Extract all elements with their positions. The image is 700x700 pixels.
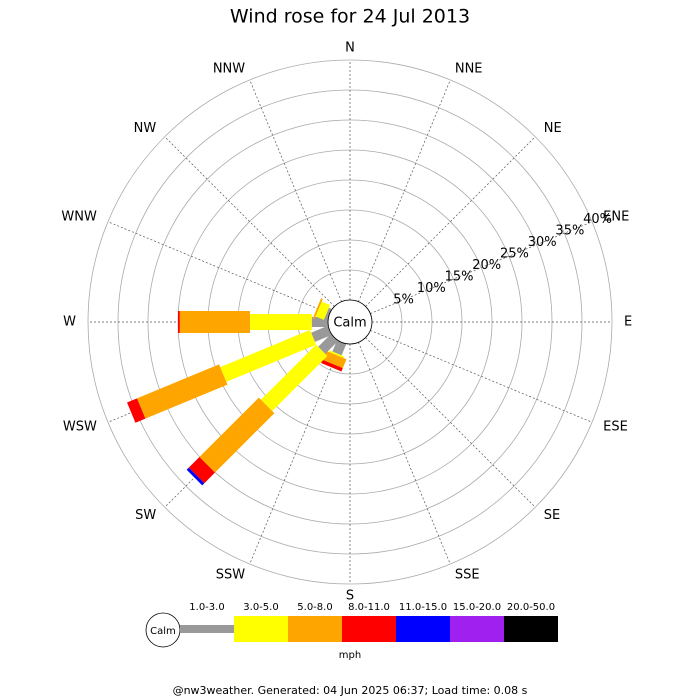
legend-swatch <box>396 616 450 642</box>
direction-label: W <box>63 315 76 330</box>
wind-bar <box>312 298 323 320</box>
wind-bar <box>127 398 146 423</box>
wind-bar <box>332 340 347 356</box>
ring-label: 30% <box>528 235 557 250</box>
direction-label: SSW <box>216 568 246 583</box>
legend-swatch <box>504 616 558 642</box>
legend-swatch <box>288 616 342 642</box>
direction-label: SE <box>544 508 560 523</box>
direction-label: WSW <box>63 419 97 434</box>
legend-label: 20.0-50.0 <box>507 602 555 613</box>
direction-label: NNE <box>455 61 483 76</box>
wind-bar <box>136 364 228 419</box>
wind-bar <box>311 325 332 342</box>
spoke <box>365 337 536 508</box>
wind-bar <box>199 397 275 473</box>
footer: @nw3weather. Generated: 04 Jun 2025 06:3… <box>173 684 528 697</box>
legend-swatch <box>180 625 234 633</box>
spoke <box>249 342 342 565</box>
legend-label: 5.0-8.0 <box>297 602 332 613</box>
wind-bar <box>318 334 338 354</box>
direction-label: NNW <box>213 61 245 76</box>
wind-bar <box>260 344 328 412</box>
calm-circle <box>327 299 373 345</box>
legend-swatch <box>342 616 396 642</box>
spoke <box>164 136 335 307</box>
legend-swatch <box>234 616 288 642</box>
wind-bar <box>188 457 215 484</box>
legend-units: mph <box>339 650 361 661</box>
direction-label: ENE <box>603 210 629 225</box>
ring-label: 40% <box>583 212 612 227</box>
wind-bar <box>186 467 205 486</box>
legend-label: 3.0-5.0 <box>243 602 278 613</box>
direction-label: ESE <box>603 419 628 434</box>
spoke <box>358 79 451 302</box>
spoke <box>365 136 536 307</box>
direction-label: SSE <box>455 568 480 583</box>
wind-bar <box>179 311 250 333</box>
wind-bar <box>328 350 345 359</box>
legend-label: 11.0-15.0 <box>399 602 447 613</box>
direction-label: S <box>346 589 354 604</box>
wind-bar <box>322 350 347 369</box>
wind-bar <box>321 359 343 372</box>
chart-title: Wind rose for 24 Jul 2013 <box>230 6 470 28</box>
legend-label: 15.0-20.0 <box>453 602 501 613</box>
legend-calm-label: Calm <box>150 626 176 637</box>
wind-bar <box>324 307 332 319</box>
spoke <box>358 342 451 565</box>
wind-bar <box>250 314 312 330</box>
spoke <box>370 221 593 314</box>
direction-label: NW <box>134 121 157 136</box>
wind-bar <box>220 329 317 382</box>
calm-label: Calm <box>333 316 366 331</box>
spoke <box>107 221 330 314</box>
legend-swatch <box>450 616 504 642</box>
legend-label: 8.0-11.0 <box>348 602 390 613</box>
spoke <box>370 330 593 423</box>
direction-label: SW <box>135 508 156 523</box>
wind-bar <box>315 301 330 320</box>
direction-label: E <box>624 315 632 330</box>
wind-bar <box>178 311 180 333</box>
legend-label: 1.0-3.0 <box>189 602 224 613</box>
direction-label: N <box>345 41 355 56</box>
direction-label: WNW <box>61 210 97 225</box>
ring <box>87 59 613 585</box>
direction-label: NE <box>544 121 562 136</box>
spoke <box>249 79 342 302</box>
